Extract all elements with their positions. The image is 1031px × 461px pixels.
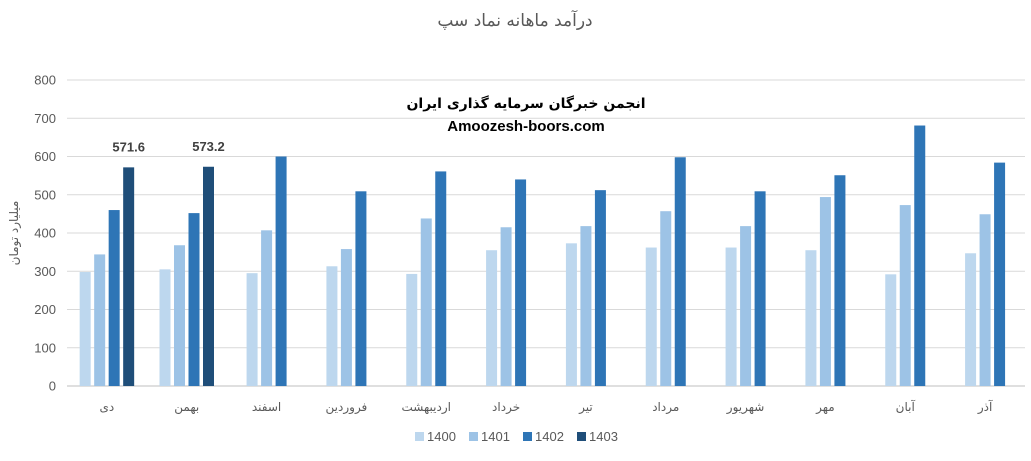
bar-1401 <box>899 205 911 386</box>
bar-1402 <box>275 156 287 386</box>
watermark-title: انجمن خبرگان سرمایه گذاری ایران <box>406 95 645 112</box>
y-tick-label: 0 <box>49 379 56 394</box>
y-axis-ticks: 0 100 200 300 400 500 600 700 800 <box>34 73 56 394</box>
bar-1402 <box>754 191 766 386</box>
bar-1400 <box>159 269 171 386</box>
bar-1402 <box>674 157 686 386</box>
bar-1401 <box>979 214 991 386</box>
legend-swatch-1401 <box>469 432 478 441</box>
legend-swatch-1403 <box>577 432 586 441</box>
bar-1401 <box>580 226 592 386</box>
bar-1400 <box>725 247 737 386</box>
bar-1402 <box>435 171 447 386</box>
data-labels: 571.6 573.2 <box>112 139 224 155</box>
x-category-label: شهریور <box>726 400 765 415</box>
legend-swatch-1402 <box>523 432 532 441</box>
legend-label: 1401 <box>481 429 510 444</box>
bar-1400 <box>79 272 91 386</box>
y-tick-label: 700 <box>34 111 56 126</box>
grid-lines <box>67 79 1025 387</box>
bar-1401 <box>94 254 106 386</box>
y-tick-label: 100 <box>34 340 56 355</box>
y-tick-label: 800 <box>34 73 56 88</box>
legend: 1400 1401 1402 1403 <box>415 429 618 444</box>
x-category-label: فروردین <box>326 400 368 415</box>
y-tick-label: 200 <box>34 302 56 317</box>
bar-1400 <box>885 274 897 386</box>
bar-1402 <box>355 191 367 386</box>
bar-1401 <box>500 227 512 386</box>
x-category-label: آبان <box>896 399 916 414</box>
bar-1401 <box>174 245 185 386</box>
x-category-label: اردیبهشت <box>402 400 451 415</box>
chart-title: درآمد ماهانه نماد سپ <box>437 9 592 31</box>
bar-1400 <box>406 273 418 386</box>
bar-1402 <box>515 179 527 386</box>
watermark-site: Amoozesh-boors.com <box>447 118 605 135</box>
bar-1400 <box>565 243 577 386</box>
bar-1401 <box>420 218 432 386</box>
bar-1403 <box>203 166 214 386</box>
x-category-label: تیر <box>578 400 593 415</box>
bar-1400 <box>645 247 657 386</box>
bar-1400 <box>246 273 258 386</box>
x-category-label: مهر <box>815 400 835 415</box>
x-axis-categories: دی بهمن اسفند فروردین اردیبهشت خرداد تیر مرداد ش… <box>100 399 993 415</box>
legend-label: 1400 <box>427 429 456 444</box>
bar-1401 <box>340 249 352 386</box>
y-tick-label: 300 <box>34 264 56 279</box>
bar-1402 <box>594 190 606 386</box>
x-category-label: اسفند <box>252 400 281 414</box>
bar-1402 <box>914 125 926 386</box>
data-label: 571.6 <box>112 139 145 154</box>
bar-1402 <box>994 162 1006 386</box>
bar-1401 <box>819 197 831 386</box>
legend-label: 1402 <box>535 429 564 444</box>
bar-1402 <box>834 175 846 386</box>
y-tick-label: 600 <box>34 149 56 164</box>
y-axis-label: میلیارد تومان <box>7 201 22 266</box>
x-category-label: دی <box>100 400 115 414</box>
x-category-label: بهمن <box>174 400 199 415</box>
legend-label: 1403 <box>589 429 618 444</box>
x-category-label: مرداد <box>652 400 679 415</box>
x-category-label: خرداد <box>492 400 520 415</box>
bar-1400 <box>486 250 498 386</box>
bar-1400 <box>326 266 338 386</box>
bars <box>79 125 1006 386</box>
bar-1401 <box>740 226 752 386</box>
legend-swatch-1400 <box>415 432 424 441</box>
bar-1401 <box>261 230 273 386</box>
data-label: 573.2 <box>192 139 225 154</box>
bar-1402 <box>108 210 120 386</box>
y-tick-label: 500 <box>34 187 56 202</box>
bar-1402 <box>188 213 200 386</box>
x-category-label: آذر <box>977 399 993 415</box>
bar-1400 <box>805 250 817 386</box>
bar-1401 <box>660 211 672 386</box>
bar-1400 <box>965 253 977 386</box>
bar-1403 <box>123 167 135 386</box>
y-tick-label: 400 <box>34 226 56 241</box>
